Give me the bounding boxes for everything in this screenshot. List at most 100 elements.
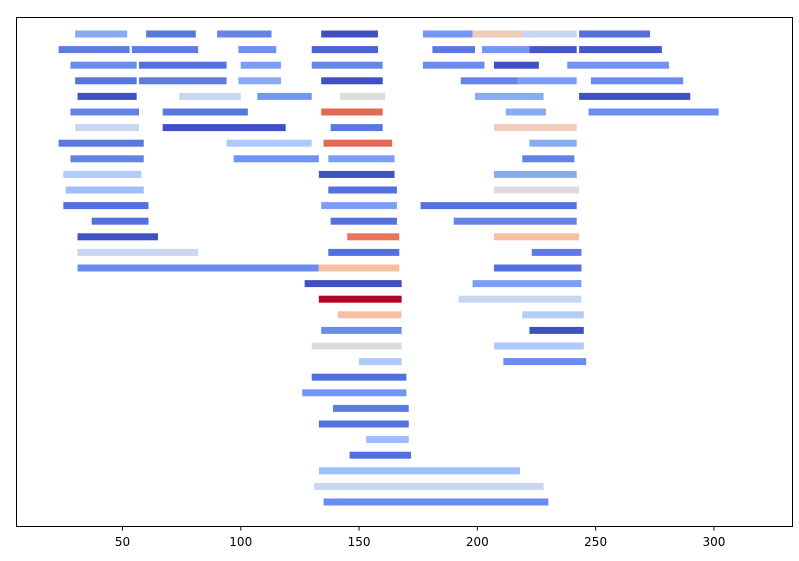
bar-segment-35 [579, 92, 691, 100]
bar-segment-75 [472, 280, 582, 288]
bar-segment-15 [579, 46, 662, 54]
bar-segment-86 [311, 373, 407, 381]
bar-segment-53 [63, 170, 142, 178]
x-tick-label: 50 [115, 535, 130, 549]
bar-segment-38 [321, 108, 383, 116]
bar-segment-50 [233, 155, 319, 163]
x-tick-label: 100 [229, 535, 252, 549]
bar-segment-69 [328, 248, 400, 256]
bar-segment-48 [529, 139, 577, 147]
bar-segment-43 [330, 124, 383, 132]
bar-segment-31 [179, 92, 241, 100]
bar-segment-6 [522, 30, 577, 38]
bar-segment-73 [493, 264, 582, 272]
bar-segment-92 [318, 467, 520, 475]
bar-segment-85 [503, 358, 587, 366]
bar-segment-89 [318, 420, 409, 428]
bar-segment-47 [323, 139, 393, 147]
bar-segment-18 [240, 61, 281, 69]
bar-segment-49 [70, 155, 144, 163]
bar-segment-83 [493, 342, 584, 350]
bar-segment-63 [330, 217, 397, 225]
bar-segment-33 [340, 92, 386, 100]
bar-segment-30 [77, 92, 137, 100]
bar-segment-74 [304, 280, 402, 288]
x-tick-label: 250 [584, 535, 607, 549]
bar-segment-45 [58, 139, 144, 147]
bar-segment-13 [482, 46, 530, 54]
bars-group [58, 30, 719, 506]
bar-segment-14 [529, 46, 577, 54]
bar-segment-26 [321, 77, 383, 85]
bar-segment-1 [146, 30, 196, 38]
bar-segment-54 [318, 170, 395, 178]
bar-segment-90 [366, 436, 409, 444]
bar-segment-77 [458, 295, 582, 303]
bar-segment-42 [162, 124, 286, 132]
bar-segment-59 [63, 202, 149, 210]
bar-segment-32 [257, 92, 312, 100]
bar-segment-55 [493, 170, 577, 178]
bar-segment-60 [321, 202, 397, 210]
bar-segment-25 [238, 77, 281, 85]
bar-segment-0 [75, 30, 128, 38]
bar-segment-58 [493, 186, 580, 194]
bar-segment-9 [131, 46, 199, 54]
bar-segment-24 [139, 77, 227, 85]
bar-segment-87 [302, 389, 407, 397]
bar-segment-79 [522, 311, 584, 319]
bar-segment-5 [472, 30, 523, 38]
bar-segment-28 [517, 77, 577, 85]
bar-segment-82 [311, 342, 402, 350]
bar-segment-91 [349, 451, 412, 459]
bar-segment-61 [420, 202, 577, 210]
bar-segment-34 [474, 92, 544, 100]
bar-segment-11 [311, 46, 378, 54]
bar-segment-84 [359, 358, 402, 366]
bar-segment-17 [139, 61, 227, 69]
bar-segment-4 [422, 30, 473, 38]
bar-segment-20 [422, 61, 485, 69]
bar-segment-22 [567, 61, 669, 69]
bar-segment-93 [314, 482, 544, 490]
bar-segment-80 [321, 326, 402, 334]
bar-segment-52 [522, 155, 575, 163]
bar-segment-46 [226, 139, 312, 147]
bar-segment-44 [493, 124, 577, 132]
bar-segment-29 [590, 77, 684, 85]
bar-segment-36 [70, 108, 140, 116]
bar-segment-56 [65, 186, 144, 194]
bar-segment-2 [217, 30, 272, 38]
bar-segment-65 [77, 233, 158, 241]
bar-segment-27 [460, 77, 518, 85]
bar-segment-64 [453, 217, 577, 225]
x-tick-label: 300 [702, 535, 725, 549]
bar-segment-88 [333, 404, 409, 412]
bar-segment-3 [321, 30, 378, 38]
bar-segment-41 [75, 124, 140, 132]
plot-frame [16, 17, 793, 527]
bar-segment-16 [70, 61, 137, 69]
bar-segment-39 [505, 108, 546, 116]
bar-segment-40 [588, 108, 719, 116]
bar-segment-23 [75, 77, 137, 85]
bar-segment-7 [579, 30, 651, 38]
bar-segment-21 [493, 61, 539, 69]
bar-segment-68 [77, 248, 199, 256]
bar-segment-94 [323, 498, 549, 506]
bar-segment-12 [432, 46, 475, 54]
bar-segment-81 [529, 326, 584, 334]
bar-segment-37 [162, 108, 248, 116]
bar-segment-71 [77, 264, 319, 272]
bar-segment-78 [337, 311, 402, 319]
x-tick-label: 200 [466, 535, 489, 549]
x-tick-label: 150 [348, 535, 371, 549]
x-axis: 50 100 150 200 250 300 [115, 526, 725, 549]
bar-segment-19 [311, 61, 383, 69]
bar-segment-72 [318, 264, 400, 272]
bar-segment-66 [347, 233, 400, 241]
bar-segment-51 [328, 155, 395, 163]
bar-segment-76 [318, 295, 402, 303]
bar-segment-57 [328, 186, 397, 194]
